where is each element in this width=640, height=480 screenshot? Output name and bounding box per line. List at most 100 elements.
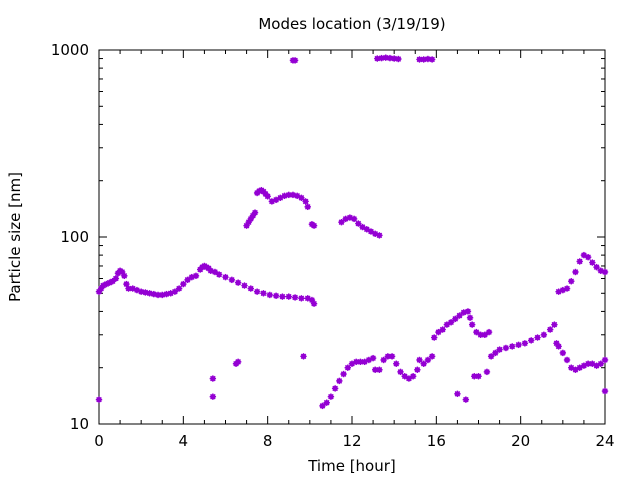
data-point — [555, 343, 562, 350]
data-point — [266, 291, 273, 299]
data-point — [540, 331, 548, 338]
data-point — [475, 373, 482, 380]
data-point — [319, 402, 326, 410]
data-point — [300, 353, 307, 360]
data-point — [509, 343, 516, 350]
data-point — [580, 251, 588, 259]
data-point — [431, 334, 438, 341]
data-point — [496, 346, 503, 353]
data-point — [234, 358, 242, 366]
data-point — [395, 55, 402, 63]
data-point — [481, 331, 489, 338]
data-point — [285, 293, 292, 300]
data-point — [559, 349, 567, 357]
data-point — [414, 366, 421, 373]
x-tick-label: 0 — [94, 432, 104, 450]
data-point — [363, 226, 370, 233]
tick-labels-layer: 0 4 8 12 16 20 24 10 100 1000 — [51, 41, 615, 450]
data-point — [304, 203, 311, 211]
data-point — [563, 285, 571, 292]
data-point — [285, 191, 292, 199]
data-point — [462, 396, 470, 403]
x-axis-label: Time [hour] — [307, 457, 396, 475]
data-point — [563, 356, 571, 364]
data-point — [420, 56, 427, 63]
data-point — [589, 259, 596, 266]
data-point — [272, 292, 280, 299]
data-point — [209, 393, 217, 400]
data-point — [175, 285, 183, 292]
data-point — [378, 54, 385, 62]
data-point — [340, 370, 347, 378]
data-point — [568, 278, 575, 285]
data-point — [118, 268, 126, 276]
data-point — [454, 390, 461, 398]
data-point — [409, 373, 417, 380]
data-point — [247, 285, 255, 292]
data-point — [222, 273, 229, 281]
data-point — [466, 314, 474, 321]
data-point — [597, 360, 604, 367]
data-point — [471, 373, 478, 380]
data-point — [264, 193, 271, 200]
data-point — [380, 356, 387, 364]
data-point — [253, 288, 261, 295]
data-point — [388, 353, 396, 360]
data-point — [184, 276, 191, 284]
data-point — [112, 275, 120, 282]
data-point — [424, 356, 432, 364]
data-point — [344, 364, 351, 371]
data-point — [464, 308, 472, 315]
data-point — [521, 340, 529, 347]
data-point — [369, 354, 377, 362]
data-point — [534, 334, 541, 341]
ticks-layer — [98, 49, 606, 425]
data-point — [251, 209, 259, 216]
data-point — [420, 360, 427, 367]
data-point — [298, 194, 305, 202]
data-point — [336, 377, 343, 385]
data-point — [125, 285, 132, 292]
data-point — [576, 364, 583, 371]
data-point — [192, 272, 200, 280]
data-point — [483, 368, 491, 376]
plot-area-frame — [98, 49, 606, 425]
x-tick-label: 20 — [511, 432, 530, 450]
data-point — [528, 337, 535, 344]
data-point — [338, 218, 345, 226]
x-tick-label: 8 — [263, 432, 273, 450]
data-point — [95, 396, 103, 403]
data-point — [515, 341, 522, 349]
data-point — [291, 294, 299, 301]
data-point — [428, 353, 436, 360]
data-point — [376, 232, 383, 239]
data-point — [137, 288, 145, 295]
data-point — [211, 268, 219, 276]
x-tick-label: 4 — [179, 432, 189, 450]
data-point — [171, 288, 179, 295]
data-point — [584, 253, 592, 261]
data-point — [576, 258, 583, 265]
data-point — [487, 353, 495, 360]
data-point — [485, 328, 493, 336]
data-point — [241, 282, 248, 289]
data-point — [121, 272, 128, 280]
data-point — [601, 268, 609, 276]
data-point — [492, 349, 499, 357]
data-point — [439, 326, 446, 333]
data-point — [331, 385, 339, 392]
data-point — [546, 326, 554, 333]
y-tick-label: 1000 — [51, 41, 89, 59]
data-point — [452, 315, 459, 323]
data-point — [154, 291, 162, 299]
data-point — [323, 399, 330, 406]
data-point — [384, 353, 392, 360]
data-point — [593, 263, 600, 271]
chart-title: Modes location (3/19/19) — [258, 15, 445, 33]
data-point — [601, 387, 609, 395]
data-point — [589, 360, 596, 367]
y-axis-label: Particle size [nm] — [6, 172, 24, 302]
data-point — [327, 393, 335, 400]
